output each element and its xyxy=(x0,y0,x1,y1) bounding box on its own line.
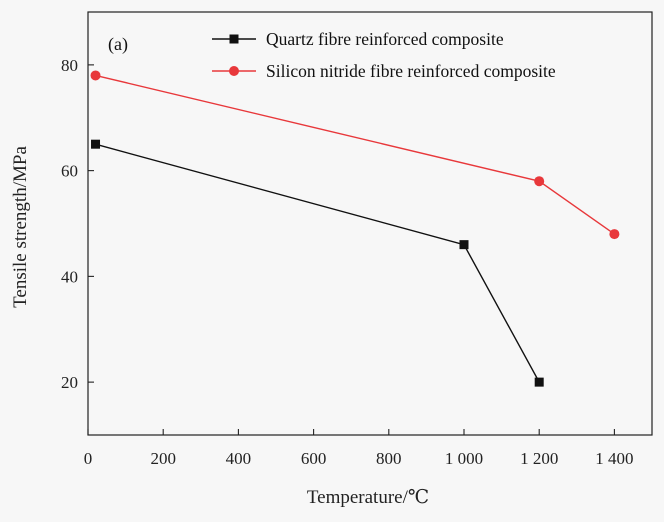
series-line xyxy=(95,143,540,383)
plot-frame xyxy=(87,11,653,436)
data-point xyxy=(534,176,545,187)
data-point xyxy=(459,240,469,250)
y-tick-label: 40 xyxy=(61,267,78,286)
x-tick-label: 0 xyxy=(84,449,93,468)
data-point xyxy=(90,70,101,81)
series-2 xyxy=(90,70,620,240)
x-tick-label: 600 xyxy=(301,449,327,468)
series-layer xyxy=(90,70,620,387)
x-tick-label: 400 xyxy=(226,449,252,468)
legend: Quartz fibre reinforced composite Silicon… xyxy=(212,29,556,81)
x-axis-ticks: 0 200 400 600 800 1 000 1 200 1 400 xyxy=(84,429,634,468)
x-tick-label: 200 xyxy=(150,449,176,468)
x-tick-label: 1 400 xyxy=(595,449,633,468)
y-axis-ticks: 20 40 60 80 xyxy=(61,56,94,392)
legend-label: Quartz fibre reinforced composite xyxy=(266,29,504,49)
y-tick-label: 80 xyxy=(61,56,78,75)
panel-label: (a) xyxy=(108,34,128,55)
legend-label: Silicon nitride fibre reinforced composi… xyxy=(266,61,556,81)
x-axis-title: Temperature/℃ xyxy=(307,487,429,508)
y-tick-label: 20 xyxy=(61,373,78,392)
legend-item: Silicon nitride fibre reinforced composi… xyxy=(212,61,556,81)
x-tick-label: 800 xyxy=(376,449,402,468)
legend-marker xyxy=(229,66,239,76)
plot-axes xyxy=(87,11,653,436)
series-1 xyxy=(91,139,544,387)
data-point xyxy=(609,229,620,240)
x-tick-label: 1 200 xyxy=(520,449,558,468)
x-tick-label: 1 000 xyxy=(445,449,483,468)
data-point xyxy=(91,139,101,149)
y-tick-label: 60 xyxy=(61,162,78,181)
legend-item: Quartz fibre reinforced composite xyxy=(212,29,504,49)
series-line xyxy=(95,74,615,235)
legend-marker xyxy=(229,34,239,44)
y-axis-title: Tensile strength/MPa xyxy=(10,146,31,308)
data-point xyxy=(534,377,544,387)
